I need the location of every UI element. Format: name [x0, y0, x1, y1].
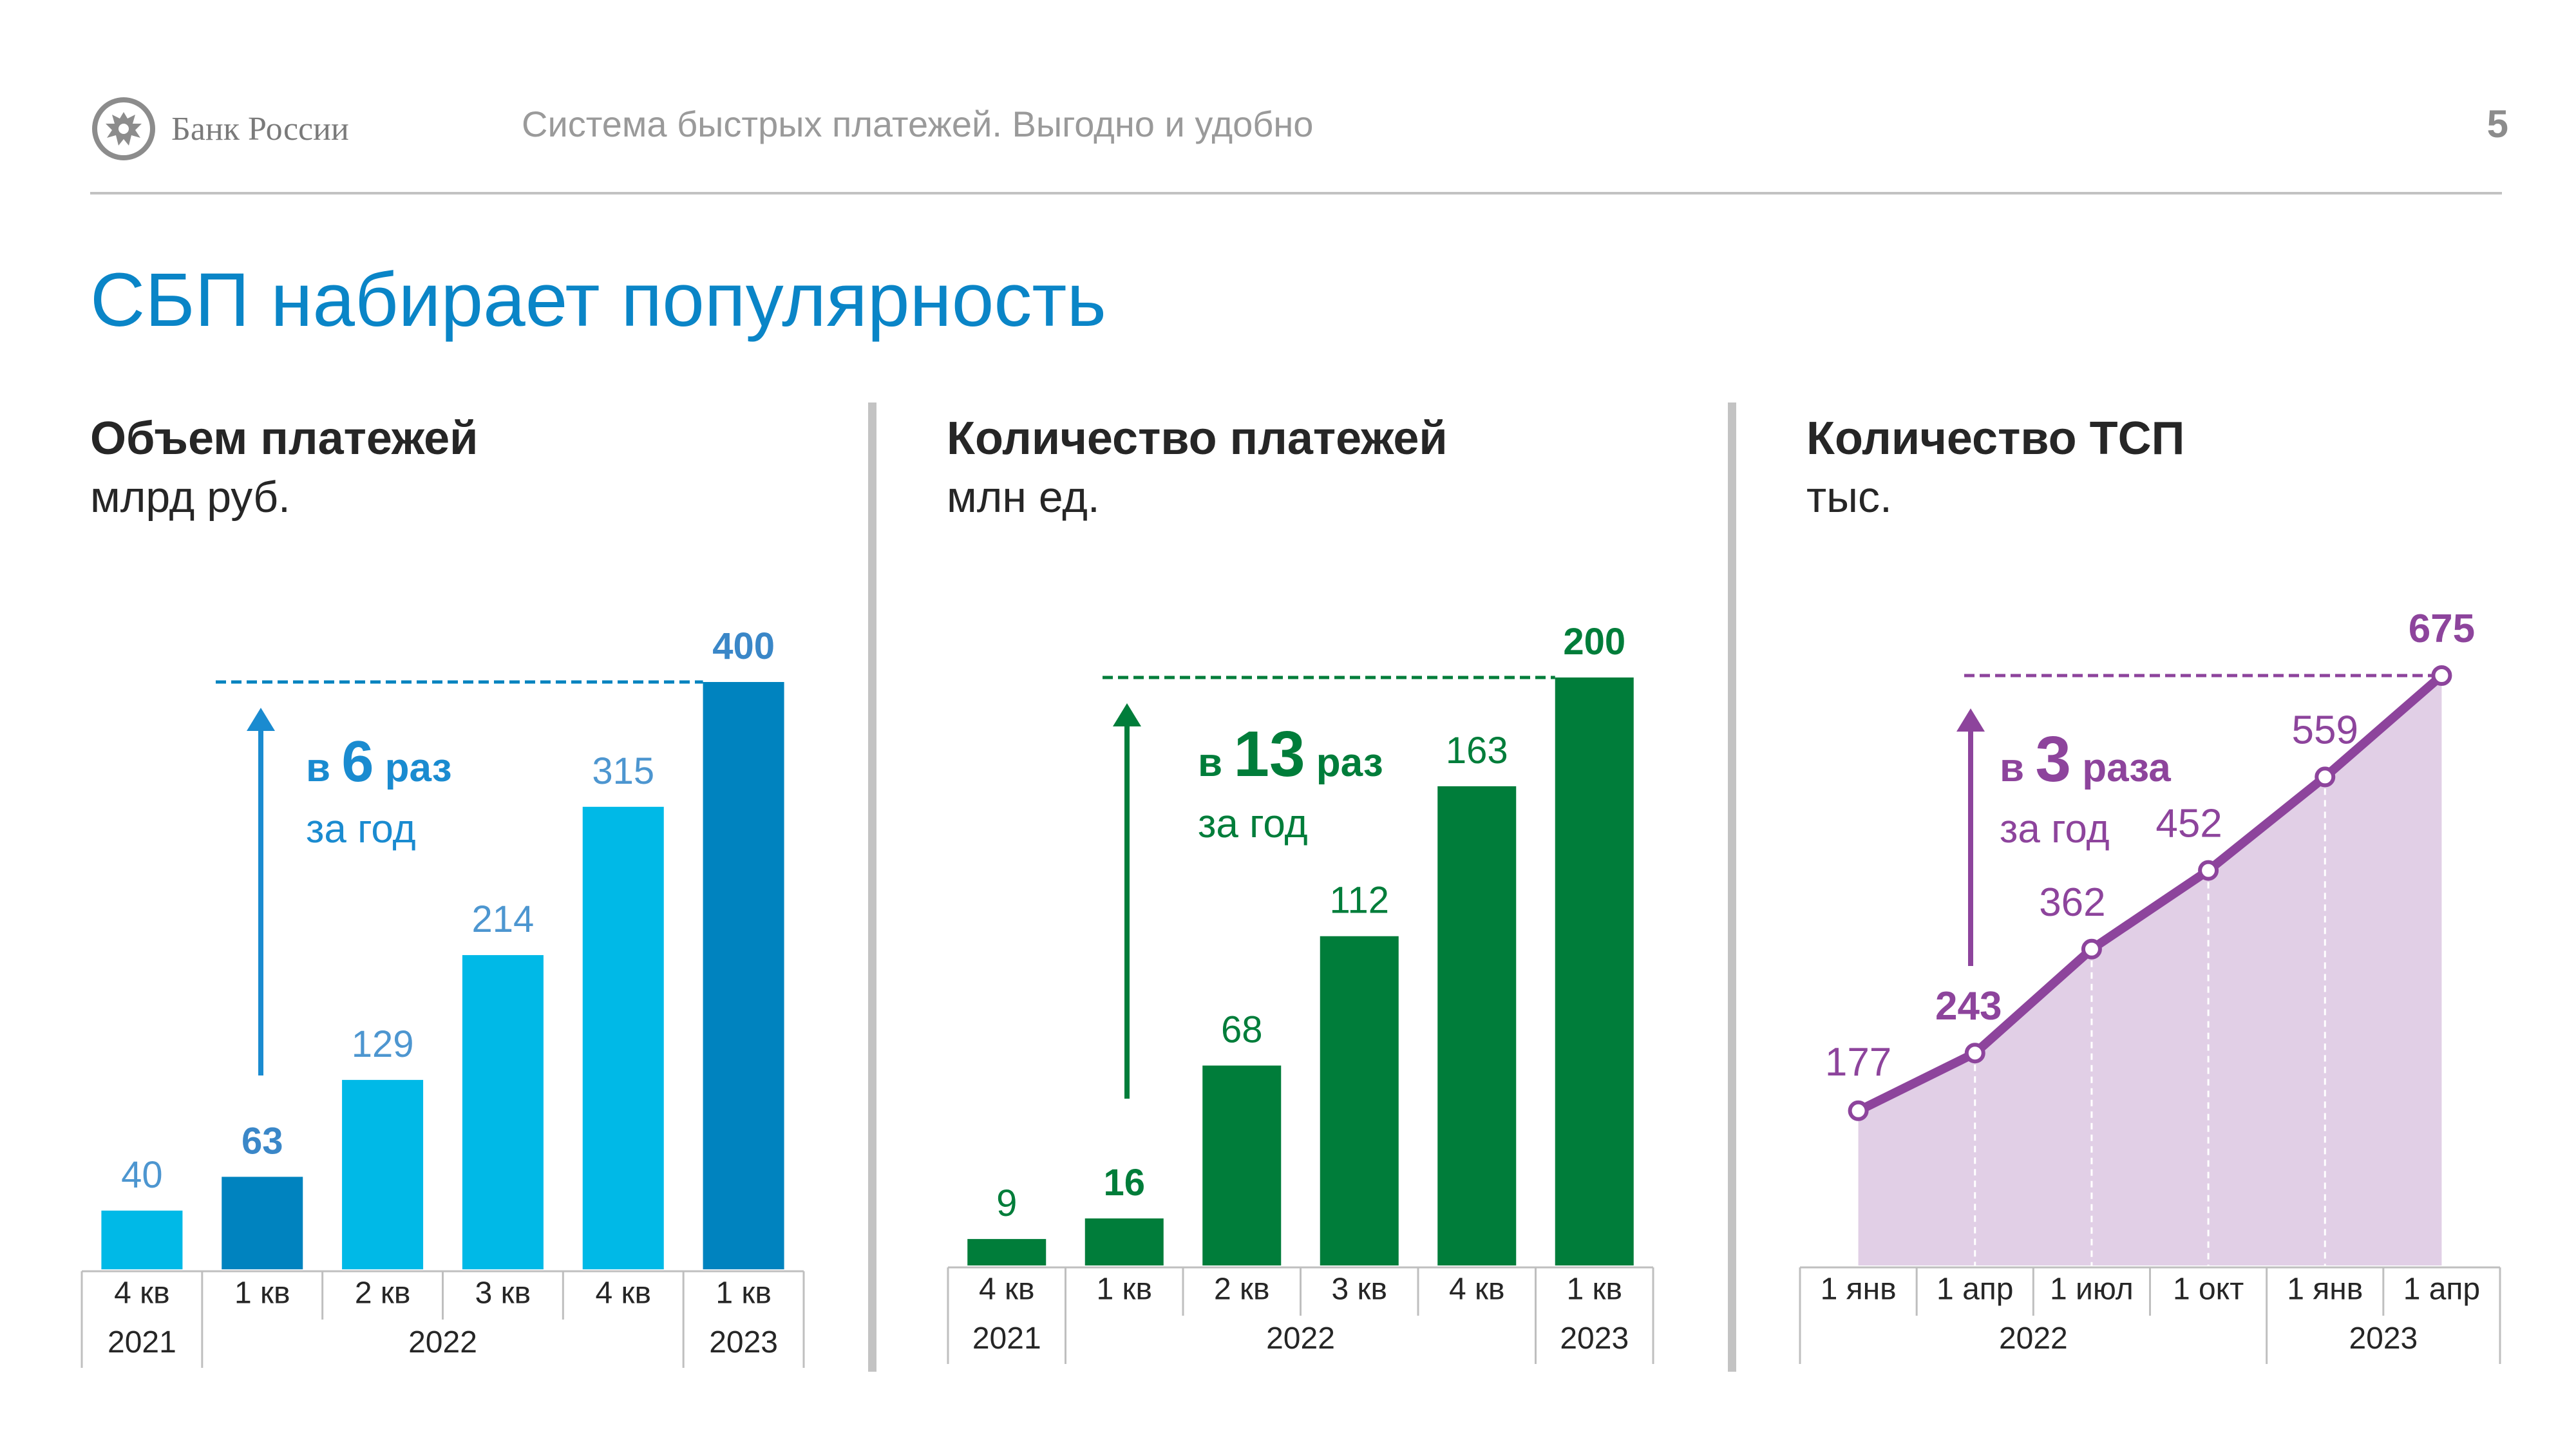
count-category-label: 4 кв	[1449, 1273, 1505, 1307]
count-value-label: 16	[1103, 1162, 1145, 1204]
merchants-value-label: 675	[2409, 607, 2475, 651]
count-growth-arrow-head	[1113, 703, 1141, 726]
count-category-label: 4 кв	[979, 1273, 1035, 1307]
count-year-label: 2021	[972, 1321, 1041, 1356]
chart-2-title: Количество платежей	[947, 413, 1448, 464]
merchants-point	[2198, 860, 2219, 881]
count-bar	[1555, 677, 1634, 1265]
merchants-growth-period: за год	[2000, 807, 2110, 851]
count-category-label: 1 кв	[1566, 1273, 1622, 1307]
count-bar	[1202, 1065, 1282, 1265]
volume-category-label: 1 кв	[715, 1276, 772, 1311]
count-category-label: 1 кв	[1096, 1273, 1152, 1307]
merchants-area	[1858, 676, 2442, 1265]
merchants-point	[1964, 1043, 1985, 1064]
volume-growth-label: в 6 раз	[306, 730, 452, 794]
count-category-label: 3 кв	[1331, 1273, 1387, 1307]
merchants-year-label: 2022	[1999, 1321, 2068, 1356]
merchants-value-label: 362	[2039, 880, 2105, 925]
count-bar	[1084, 1218, 1164, 1265]
volume-bar	[222, 1177, 303, 1269]
volume-bar	[101, 1210, 183, 1269]
count-growth-label: в 13 раз	[1198, 718, 1383, 790]
count-value-label: 68	[1221, 1009, 1263, 1051]
merchants-point	[2431, 665, 2452, 686]
merchants-value-label: 177	[1825, 1040, 1891, 1084]
count-value-label: 112	[1330, 880, 1389, 922]
count-growth-period: за год	[1198, 802, 1308, 846]
logo-text: Банк России	[171, 110, 349, 147]
presentation-subtitle: Система быстрых платежей. Выгодно и удоб…	[522, 104, 1314, 144]
volume-category-label: 2 кв	[355, 1276, 411, 1311]
volume-value-label: 63	[242, 1120, 283, 1162]
volume-value-label: 400	[712, 625, 775, 667]
volume-bar	[462, 955, 544, 1269]
chart-2-unit: млн ед.	[947, 473, 1100, 522]
count-value-label: 163	[1446, 730, 1508, 772]
page-number: 5	[2486, 102, 2508, 146]
header-divider	[90, 192, 2502, 194]
volume-bar	[582, 806, 664, 1269]
count-year-label: 2023	[1560, 1321, 1629, 1356]
merchants-point	[2315, 766, 2336, 788]
volume-value-label: 40	[121, 1154, 163, 1196]
panel-divider-1	[868, 402, 876, 1372]
merchants-category-label: 1 апр	[1937, 1273, 2013, 1307]
merchants-category-label: 1 апр	[2403, 1273, 2480, 1307]
merchants-growth-label: в 3 раза	[2000, 723, 2171, 795]
merchants-point	[1848, 1100, 1869, 1121]
merchants-category-label: 1 янв	[1821, 1273, 1897, 1307]
merchants-series-line	[1856, 672, 2445, 1115]
logo: Банк России	[90, 93, 349, 164]
volume-growth-arrow-head	[247, 708, 275, 731]
volume-category-label: 3 кв	[475, 1276, 531, 1311]
merchants-value-label: 559	[2292, 708, 2358, 752]
merchants-category-label: 1 янв	[2287, 1273, 2363, 1307]
volume-bar	[703, 682, 784, 1269]
count-value-label: 200	[1563, 621, 1625, 663]
merchants-growth-arrow-head	[1956, 708, 1985, 732]
volume-value-label: 315	[592, 750, 654, 792]
page-title: СБП набирает популярность	[90, 258, 1106, 343]
merchants-year-label: 2023	[2349, 1321, 2418, 1356]
volume-year-label: 2023	[709, 1325, 778, 1359]
volume-growth-period: за год	[306, 807, 416, 851]
count-bar	[1320, 936, 1399, 1265]
merchants-value-label: 243	[1935, 984, 2002, 1028]
count-bar	[1437, 786, 1517, 1265]
count-value-label: 9	[996, 1182, 1017, 1224]
volume-category-label: 4 кв	[595, 1276, 651, 1311]
volume-year-label: 2021	[108, 1325, 176, 1359]
chart-3-unit: тыс.	[1806, 473, 1892, 522]
count-category-label: 2 кв	[1214, 1273, 1270, 1307]
volume-year-label: 2022	[408, 1325, 477, 1359]
volume-category-label: 4 кв	[114, 1276, 170, 1311]
bank-emblem-icon	[92, 97, 155, 160]
volume-value-label: 129	[352, 1023, 414, 1065]
chart-1-title: Объем платежей	[90, 413, 478, 464]
volume-bar	[342, 1079, 424, 1269]
panel-divider-2	[1728, 402, 1736, 1372]
chart-3-title: Количество ТСП	[1806, 413, 2185, 464]
count-bar	[967, 1238, 1046, 1265]
merchants-value-label: 452	[2155, 802, 2222, 846]
volume-category-label: 1 кв	[234, 1276, 290, 1311]
merchants-category-label: 1 июл	[2050, 1273, 2134, 1307]
merchants-point	[2081, 938, 2102, 960]
merchants-category-label: 1 окт	[2173, 1273, 2244, 1307]
chart-1-unit: млрд руб.	[90, 473, 290, 522]
count-year-label: 2022	[1266, 1321, 1335, 1356]
volume-value-label: 214	[472, 898, 535, 940]
